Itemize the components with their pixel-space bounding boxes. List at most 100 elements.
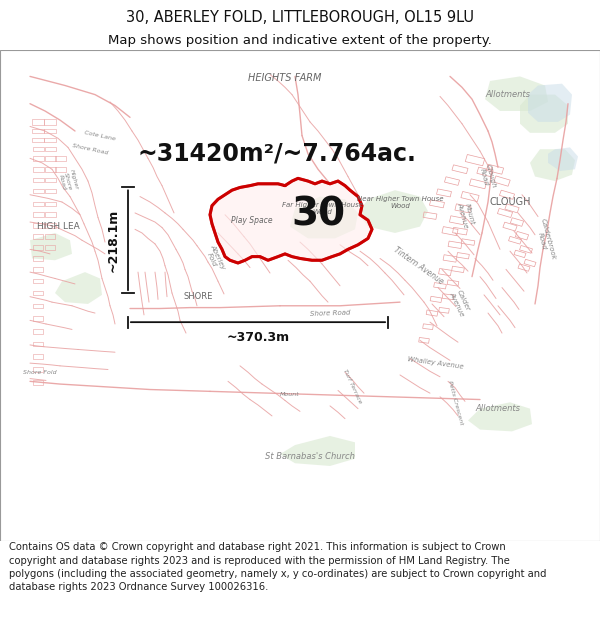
Text: HEIGHTS FARM: HEIGHTS FARM	[248, 73, 322, 83]
Bar	[33, 380, 43, 384]
Bar	[44, 201, 56, 206]
Bar	[423, 212, 437, 219]
Bar	[33, 329, 43, 334]
Bar	[32, 213, 44, 217]
Bar	[423, 324, 433, 329]
Polygon shape	[55, 272, 102, 304]
Bar	[505, 204, 519, 212]
Bar	[32, 138, 44, 142]
Bar	[33, 342, 43, 346]
Polygon shape	[280, 436, 355, 466]
Bar	[449, 216, 464, 224]
Bar	[503, 222, 517, 231]
Text: Turf Terrace: Turf Terrace	[342, 368, 362, 404]
Bar	[45, 234, 55, 239]
Text: Cote Lane: Cote Lane	[84, 130, 116, 141]
Text: 30, ABERLEY FOLD, LITTLEBOROUGH, OL15 9LU: 30, ABERLEY FOLD, LITTLEBOROUGH, OL15 9L…	[126, 10, 474, 25]
Bar	[32, 223, 44, 228]
Bar	[44, 167, 56, 171]
Bar	[32, 147, 44, 151]
Text: Shore Fold: Shore Fold	[23, 370, 57, 375]
Polygon shape	[30, 233, 72, 260]
Bar	[439, 308, 449, 313]
Bar	[419, 338, 429, 343]
Bar	[33, 234, 43, 239]
Text: Mount: Mount	[280, 392, 300, 398]
Bar	[44, 223, 56, 228]
Polygon shape	[528, 84, 572, 122]
Bar	[469, 179, 487, 189]
Bar	[511, 217, 524, 226]
Text: Clough
Road: Clough Road	[478, 163, 496, 190]
Bar	[32, 189, 44, 193]
Bar	[514, 250, 526, 258]
Bar	[44, 147, 56, 151]
Polygon shape	[210, 178, 372, 263]
Text: Map shows position and indicative extent of the property.: Map shows position and indicative extent…	[108, 34, 492, 47]
Bar	[452, 165, 468, 174]
Bar	[457, 253, 469, 259]
Bar	[44, 138, 56, 142]
Text: ~31420m²/~7.764ac.: ~31420m²/~7.764ac.	[138, 142, 417, 166]
Bar	[499, 190, 515, 199]
Text: Allotments: Allotments	[485, 90, 530, 99]
Polygon shape	[520, 94, 568, 133]
Bar	[430, 200, 445, 208]
Polygon shape	[358, 190, 428, 233]
Text: CLOUGH: CLOUGH	[489, 197, 531, 207]
Text: Allotments: Allotments	[476, 404, 521, 413]
Text: SHORE: SHORE	[184, 292, 212, 301]
Text: Contains OS data © Crown copyright and database right 2021. This information is : Contains OS data © Crown copyright and d…	[9, 542, 547, 592]
Bar	[426, 310, 438, 316]
Bar	[518, 264, 530, 271]
Bar	[477, 167, 493, 177]
Bar	[494, 176, 510, 186]
Text: Whalley Avenue: Whalley Avenue	[407, 356, 463, 370]
Text: Calderbrook
Road: Calderbrook Road	[533, 218, 557, 262]
Polygon shape	[548, 148, 578, 171]
Bar	[442, 227, 458, 236]
Bar	[44, 129, 56, 133]
Bar	[437, 189, 451, 197]
Text: ~370.3m: ~370.3m	[226, 331, 290, 344]
Bar	[461, 239, 475, 246]
Bar	[448, 241, 462, 249]
Bar	[33, 354, 43, 359]
Polygon shape	[530, 149, 575, 181]
Text: St Barnabas's Church: St Barnabas's Church	[265, 452, 355, 461]
Text: Calder
Avenue: Calder Avenue	[449, 288, 472, 317]
Bar	[455, 204, 471, 213]
Bar	[44, 189, 56, 193]
Bar	[452, 228, 467, 235]
Text: HIGH LEA: HIGH LEA	[37, 222, 79, 231]
Bar	[465, 154, 485, 166]
Polygon shape	[468, 402, 532, 431]
Text: Shore Road: Shore Road	[310, 309, 350, 317]
Bar	[44, 156, 56, 161]
Bar	[44, 213, 56, 217]
Bar	[520, 246, 532, 253]
Bar	[33, 291, 43, 295]
Bar	[447, 280, 459, 286]
Bar	[45, 245, 55, 250]
Bar	[33, 267, 43, 272]
Bar	[55, 156, 65, 161]
Polygon shape	[485, 76, 548, 111]
Bar	[515, 231, 529, 240]
Text: Petts Crescent: Petts Crescent	[446, 379, 463, 425]
Bar	[487, 164, 503, 174]
Bar	[32, 167, 44, 171]
Text: Mount
Avenue: Mount Avenue	[457, 201, 476, 229]
Bar	[32, 156, 44, 161]
Bar	[443, 255, 457, 262]
Bar	[33, 256, 43, 261]
Polygon shape	[290, 196, 358, 238]
Bar	[497, 208, 512, 217]
Bar	[32, 119, 44, 124]
Text: Far Higher Town House
Wood: Far Higher Town House Wood	[281, 202, 362, 215]
Bar	[33, 245, 43, 250]
Text: ~218.1m: ~218.1m	[107, 209, 120, 272]
Bar	[461, 191, 479, 202]
Bar	[55, 167, 65, 171]
Text: Play Space: Play Space	[231, 216, 273, 225]
